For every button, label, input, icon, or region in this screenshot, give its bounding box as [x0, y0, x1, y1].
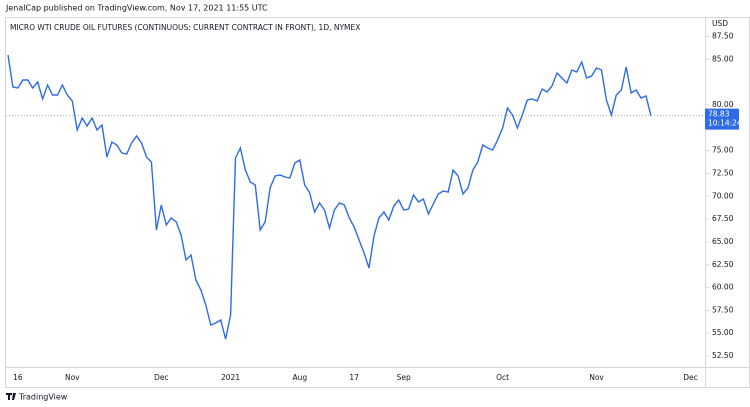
x-tick-label: Dec: [683, 373, 698, 382]
price-line: [7, 54, 652, 340]
y-tick-label: 75.00: [712, 146, 734, 155]
countdown-label: 10:14:24: [708, 119, 742, 128]
y-tick-label: 80.00: [712, 100, 734, 109]
y-tick-label: 55.00: [712, 328, 734, 337]
x-tick-label: 16: [13, 373, 23, 382]
x-tick-label: 17: [349, 373, 359, 382]
x-tick-label: Sep: [397, 373, 411, 382]
x-tick-label: Oct: [496, 373, 509, 382]
x-tick-label: 2021: [221, 373, 240, 382]
x-tick-label: Aug: [292, 373, 307, 382]
y-tick-label: 85.00: [712, 54, 734, 63]
chart-title: MICRO WTI CRUDE OIL FUTURES (CONTINUOUS:…: [10, 23, 360, 32]
last-price-tag: [705, 108, 739, 130]
tradingview-logo: [6, 393, 16, 400]
x-tick-label: Nov: [65, 373, 80, 382]
y-tick-label: 65.00: [712, 237, 734, 246]
axis-unit: USD: [712, 19, 728, 28]
x-tick-label: Dec: [154, 373, 169, 382]
y-tick-label: 60.00: [712, 283, 734, 292]
y-tick-label: 62.50: [712, 260, 734, 269]
y-tick-label: 52.50: [712, 351, 734, 360]
y-tick-label: 67.50: [712, 214, 734, 223]
y-tick-label: 70.00: [712, 191, 734, 200]
publish-header: JenalCap published on TradingView.com, N…: [5, 4, 268, 13]
last-price-label: 78.83: [708, 110, 730, 119]
x-tick-label: Nov: [589, 373, 604, 382]
y-tick-label: 87.50: [712, 32, 734, 41]
y-tick-label: 57.50: [712, 305, 734, 314]
footer-brand: TradingView: [18, 393, 68, 402]
y-tick-label: 72.50: [712, 168, 734, 177]
